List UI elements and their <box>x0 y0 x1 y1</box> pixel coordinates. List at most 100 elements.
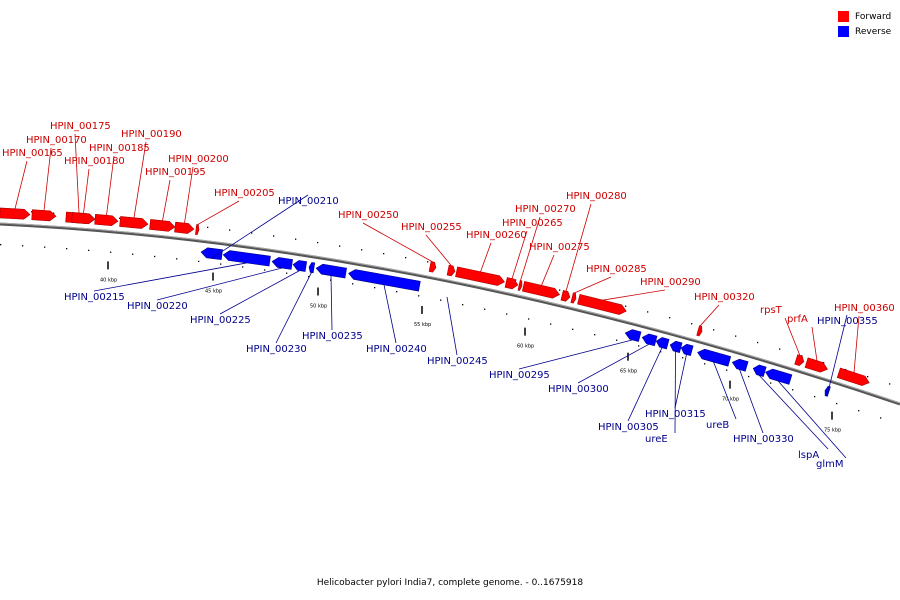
dot <box>770 382 772 384</box>
forward-gene-1-shape <box>31 209 57 222</box>
dot <box>361 249 363 251</box>
forward-gene-1 <box>31 209 57 222</box>
rev-gene-label-8: HPIN_00295 <box>489 370 550 381</box>
rev-leader-13 <box>713 361 737 420</box>
reverse-gene-4 <box>308 262 316 274</box>
forward-gene-14 <box>521 281 560 299</box>
dot <box>572 328 574 330</box>
reverse-gene-11-shape <box>669 340 683 353</box>
legend-reverse: Reverse <box>838 24 891 39</box>
dot <box>858 410 860 412</box>
rev-leader-6 <box>383 284 397 344</box>
forward-gene-17-shape <box>577 293 627 315</box>
fwd-gene-label-4: HPIN_00185 <box>89 143 150 154</box>
rev-gene-label-14: HPIN_00330 <box>733 434 794 445</box>
forward-gene-11 <box>455 266 505 286</box>
rev-gene-label-5: HPIN_00235 <box>302 331 363 342</box>
dot <box>748 375 750 378</box>
rev-gene-label-9: HPIN_00300 <box>548 384 609 395</box>
fwd-leader-21 <box>853 315 860 373</box>
fwd-gene-label-9: HPIN_00250 <box>338 210 399 221</box>
rev-leader-11 <box>674 351 676 434</box>
dot <box>550 323 552 325</box>
fwd-gene-label-5: HPIN_00190 <box>121 129 182 140</box>
forward-gene-12 <box>504 277 519 290</box>
dot <box>660 351 662 353</box>
forward-gene-21 <box>836 367 870 386</box>
rev-gene-label-13: ureB <box>706 420 729 431</box>
rev-leader-15 <box>758 374 829 450</box>
forward-gene-16 <box>570 292 577 304</box>
reverse-gene-13-shape <box>697 348 732 367</box>
tick-label-1: 45 kbp <box>205 289 222 295</box>
reverse-gene-5 <box>315 263 347 279</box>
dot <box>207 226 209 229</box>
legend-forward: Forward <box>838 9 891 24</box>
rev-gene-label-16: glmM <box>816 459 844 470</box>
legend-forward-swatch <box>838 11 849 22</box>
fwd-gene-label-11: HPIN_00260 <box>466 230 527 241</box>
forward-gene-7-shape <box>174 221 195 234</box>
fwd-gene-label-14: HPIN_00275 <box>529 242 590 253</box>
fwd-gene-label-18: HPIN_00320 <box>694 292 755 303</box>
tick-label-3: 55 kbp <box>414 322 431 328</box>
rev-leader-8 <box>518 339 633 370</box>
dot <box>383 253 385 255</box>
dot <box>638 345 640 347</box>
fwd-gene-label-12: HPIN_00265 <box>502 218 563 229</box>
rev-leader-3 <box>219 270 300 315</box>
fwd-gene-label-15: HPIN_00280 <box>566 191 627 202</box>
fwd-gene-label-13: HPIN_00270 <box>515 204 576 215</box>
forward-gene-6-shape <box>149 219 176 232</box>
dot <box>616 339 618 341</box>
dot <box>757 341 759 344</box>
dot <box>625 305 627 307</box>
rev-leader-4 <box>275 272 312 344</box>
dot <box>528 318 530 320</box>
fwd-leader-1 <box>43 147 52 211</box>
forward-gene-18-shape <box>696 325 703 337</box>
dot <box>792 389 794 391</box>
dot <box>396 291 398 293</box>
rev-leader-1 <box>93 262 247 292</box>
forward-gene-3 <box>71 212 96 225</box>
legend: Forward Reverse <box>838 9 891 39</box>
forward-gene-8 <box>195 224 200 235</box>
forward-gene-8-shape <box>195 224 200 235</box>
dot <box>704 363 706 365</box>
dot <box>867 376 869 378</box>
dot <box>726 369 728 371</box>
fwd-leader-10 <box>425 234 452 267</box>
dot <box>251 232 253 234</box>
reverse-gene-4-shape <box>308 262 316 274</box>
fwd-gene-label-20: prfA <box>787 314 808 325</box>
dot <box>53 212 55 214</box>
forward-gene-13-shape <box>517 280 523 291</box>
forward-gene-5-shape <box>119 216 149 229</box>
fwd-leader-15 <box>565 203 592 292</box>
dot <box>132 253 134 255</box>
tick-label-2: 50 kbp <box>310 304 327 310</box>
forward-gene-15 <box>560 290 571 302</box>
reverse-gene-5-shape <box>315 263 347 279</box>
rev-gene-label-7: HPIN_00245 <box>427 356 488 367</box>
dot <box>88 249 90 252</box>
reverse-gene-9-shape <box>641 333 658 347</box>
fwd-gene-label-8: HPIN_00205 <box>214 188 275 199</box>
fwd-leader-20 <box>811 326 818 361</box>
reverse-gene-14-shape <box>731 358 749 372</box>
fwd-leader-7 <box>184 166 194 224</box>
dot <box>559 289 561 291</box>
dot <box>440 299 442 301</box>
reverse-gene-2 <box>271 257 293 270</box>
rev-gene-label-6: HPIN_00240 <box>366 344 427 355</box>
fwd-leader-5 <box>133 141 147 218</box>
forward-gene-5 <box>119 216 149 229</box>
forward-gene-10 <box>446 264 456 277</box>
rev-leader-7 <box>446 296 458 356</box>
forward-gene-12-shape <box>504 277 519 290</box>
dot <box>889 383 891 385</box>
fwd-gene-label-2: HPIN_00175 <box>50 121 111 132</box>
dot <box>823 361 825 364</box>
